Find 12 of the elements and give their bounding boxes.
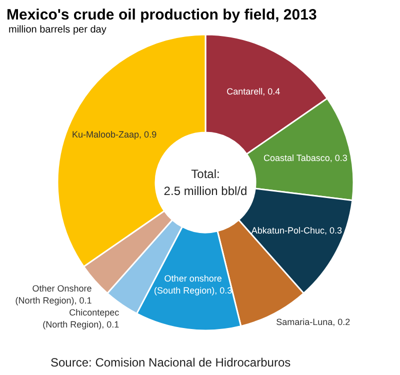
slice-label: Other onshore (South Region), 0.3 [154,274,232,296]
slice-label: Coastal Tabasco, 0.3 [263,152,348,163]
source-note: Source: Comision Nacional de Hidrocarburos [50,356,291,370]
slice-label: Cantarell, 0.4 [226,86,280,96]
slice-label: Chicontepec (North Region), 0.1 [42,308,120,330]
text: Total: 2.5 million bbl/d [164,167,248,198]
slice-label: Other Onshore (North Region), 0.1 [15,283,92,306]
slice-label: Abkatun-Pol-Chuc, 0.3 [251,225,342,236]
chart-title: Mexico's crude oil production by field, 2013 [6,6,317,24]
slice-label: Samaria-Luna, 0.2 [276,317,350,328]
chart-subtitle: million barrels per day [8,24,106,36]
slice-label: Ku-Maloob-Zaap, 0.9 [72,130,157,140]
